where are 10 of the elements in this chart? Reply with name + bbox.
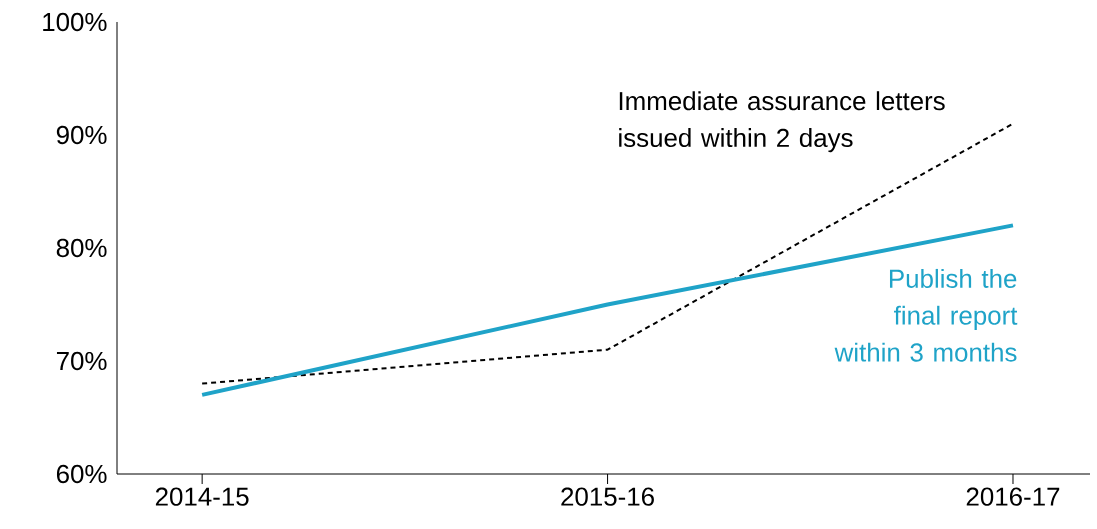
series-label: Immediate assurance letters issued within 2 days (619, 91, 945, 153)
y-tick-label: 60% (56, 464, 107, 484)
y-tick-label: 90% (56, 125, 107, 145)
y-tick-label: 100% (43, 12, 107, 32)
x-tick-label: 2016-17 (966, 487, 1060, 506)
x-tick-label: 2015-16 (561, 487, 654, 506)
x-tick-label: 2014-15 (155, 487, 249, 506)
y-tick-label: 70% (56, 351, 107, 371)
series-label: Publish the final report within 3 months (834, 268, 1018, 362)
y-tick-label: 80% (56, 238, 107, 258)
